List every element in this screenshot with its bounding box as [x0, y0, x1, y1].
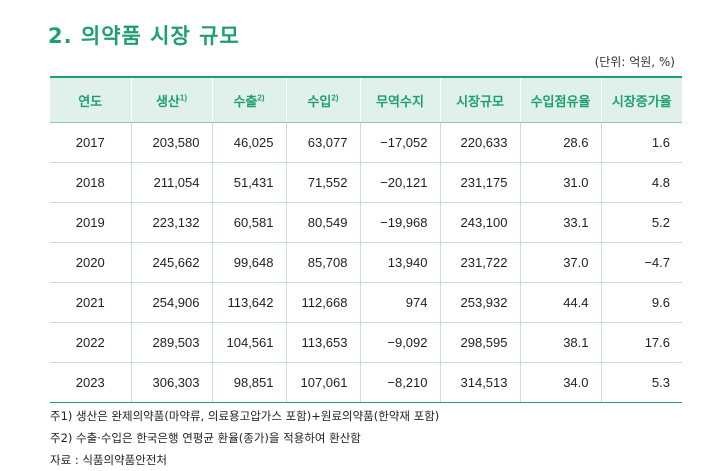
table-cell: 5.2: [600, 202, 682, 243]
footnotes: 주1) 생산은 완제의약품(마약류, 의료용고압가스 포함)+원료의약품(한약재…: [50, 405, 439, 471]
table-cell: 60,581: [211, 202, 286, 243]
table-cell: −17,052: [359, 122, 440, 163]
table-cell: 28.6: [519, 122, 601, 163]
table-cell: −19,968: [359, 202, 440, 243]
column-header-label: 연도: [78, 93, 103, 109]
column-header: 무역수지: [359, 76, 440, 123]
column-header: 시장규모: [439, 76, 520, 123]
table-cell: 44.4: [519, 282, 601, 323]
table-cell: 231,175: [439, 162, 520, 203]
table-cell: 1.6: [600, 122, 682, 163]
column-header: 생산1): [130, 76, 212, 123]
table-cell: 63,077: [285, 122, 360, 163]
column-header: 수출2): [211, 76, 286, 123]
table-cell: 38.1: [519, 322, 601, 363]
footnote-marker: 2): [331, 93, 339, 103]
table-cell: 253,932: [439, 282, 520, 323]
table-row: 2021 254,906 113,642 112,668 974 253,932 44.4 9…: [50, 282, 682, 323]
table-row: 2017 203,580 46,025 63,077 −17,052 220,633 28.…: [50, 122, 682, 163]
table-cell: 113,642: [211, 282, 286, 323]
table-cell: 104,561: [211, 322, 286, 363]
table-cell: 220,633: [439, 122, 520, 163]
table-cell: 99,648: [211, 242, 286, 283]
table-cell: 223,132: [130, 202, 212, 243]
year-cell: 2023: [50, 362, 131, 403]
column-header-label: 수입점유율: [530, 93, 591, 109]
table-cell: 5.3: [600, 362, 682, 403]
column-header-label: 수출: [233, 93, 258, 109]
table-cell: 13,940: [359, 242, 440, 283]
source-note: 자료 : 식품의약품안전처: [50, 453, 167, 467]
column-header-label: 시장규모: [456, 93, 504, 109]
table-row: 2020 245,662 99,648 85,708 13,940 231,722 37.0…: [50, 242, 682, 283]
table-row: 2022 289,503 104,561 113,653 −9,092 298,595 38…: [50, 322, 682, 363]
footnote-2: 주2) 수출·수입은 한국은행 연평균 환율(종가)을 적용하여 환산함: [50, 431, 361, 445]
table-row: 2018 211,054 51,431 71,552 −20,121 231,175 31.…: [50, 162, 682, 203]
table-cell: 98,851: [211, 362, 286, 403]
table-cell: 254,906: [130, 282, 212, 323]
table-cell: 289,503: [130, 322, 212, 363]
table-cell: 33.1: [519, 202, 601, 243]
table-cell: 31.0: [519, 162, 601, 203]
table-cell: 203,580: [130, 122, 212, 163]
column-header-label: 생산: [155, 93, 180, 109]
table-cell: 37.0: [519, 242, 601, 283]
table-cell: −8,210: [359, 362, 440, 403]
footnote-1: 주1) 생산은 완제의약품(마약류, 의료용고압가스 포함)+원료의약품(한약재…: [50, 409, 440, 423]
column-header: 수입점유율: [519, 76, 601, 123]
market-size-table: 연도 생산1) 수출2) 수입2) 무역수지 시장규모 수입점유율 시장증가율 2017 203…: [50, 76, 682, 403]
year-cell: 2020: [50, 242, 131, 283]
table-cell: 112,668: [285, 282, 360, 323]
table-cell: 113,653: [285, 322, 360, 363]
table-cell: 314,513: [439, 362, 520, 403]
table-cell: 34.0: [519, 362, 601, 403]
table-cell: −9,092: [359, 322, 440, 363]
column-header: 연도: [50, 76, 131, 123]
table-cell: 107,061: [285, 362, 360, 403]
year-cell: 2017: [50, 122, 131, 163]
table-cell: 298,595: [439, 322, 520, 363]
table-cell: 85,708: [285, 242, 360, 283]
year-cell: 2018: [50, 162, 131, 203]
table-cell: −20,121: [359, 162, 440, 203]
year-cell: 2019: [50, 202, 131, 243]
table-cell: 306,303: [130, 362, 212, 403]
column-header: 수입2): [285, 76, 360, 123]
footnote-marker: 1): [179, 93, 188, 103]
column-header-label: 무역수지: [376, 93, 424, 109]
column-header: 시장증가율: [600, 76, 682, 123]
table-cell: −4.7: [600, 242, 682, 283]
table-cell: 17.6: [600, 322, 682, 363]
table-cell: 9.6: [600, 282, 682, 323]
table-cell: 46,025: [211, 122, 286, 163]
table-cell: 243,100: [439, 202, 520, 243]
table-cell: 80,549: [285, 202, 360, 243]
year-cell: 2022: [50, 322, 131, 363]
table-cell: 245,662: [130, 242, 212, 283]
table-header-row: 연도 생산1) 수출2) 수입2) 무역수지 시장규모 수입점유율 시장증가율: [50, 76, 682, 123]
footnote-marker: 2): [257, 93, 265, 103]
table-cell: 211,054: [130, 162, 212, 203]
table-row: 2019 223,132 60,581 80,549 −19,968 243,100 33.…: [50, 202, 682, 243]
year-cell: 2021: [50, 282, 131, 323]
column-header-label: 시장증가율: [611, 93, 672, 109]
unit-label: (단위: 억원, %): [594, 55, 675, 69]
table-cell: 231,722: [439, 242, 520, 283]
column-header-label: 수입: [307, 93, 332, 109]
section-title: 2. 의약품 시장 규모: [48, 24, 240, 48]
table-cell: 974: [359, 282, 440, 323]
table-cell: 4.8: [600, 162, 682, 203]
table-cell: 51,431: [211, 162, 286, 203]
table-cell: 71,552: [285, 162, 360, 203]
table-row: 2023 306,303 98,851 107,061 −8,210 314,513 34.…: [50, 362, 682, 403]
